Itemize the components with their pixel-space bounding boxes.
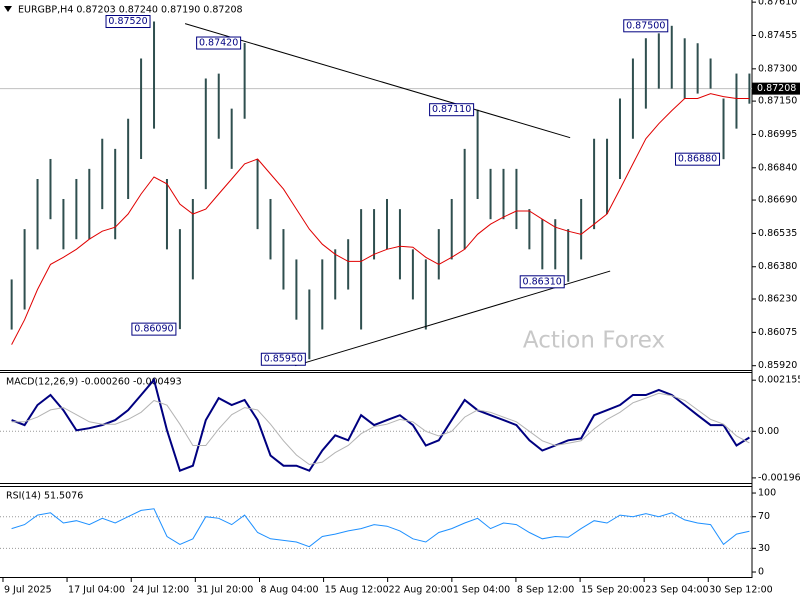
annotation-box <box>260 352 306 366</box>
x-tick-label: 8 Sep 12:00 <box>517 585 574 596</box>
y-tick-label: 0.86535 <box>758 228 797 239</box>
annotation-label: 0.86310 <box>523 276 562 287</box>
y-tick-label: 0.87150 <box>758 96 797 107</box>
y-tick-label: 100 <box>758 488 776 499</box>
x-tick-label: 22 Aug 20:00 <box>389 585 453 596</box>
annotation-label: 0.87520 <box>108 16 147 27</box>
y-tick-label: 0.00 <box>758 426 779 437</box>
annotation-label: 0.87500 <box>626 20 665 31</box>
annotation-label: 0.87110 <box>432 104 471 115</box>
annotation-box <box>519 275 565 289</box>
y-tick-label: 0.85920 <box>758 360 797 371</box>
series-line <box>11 377 750 473</box>
y-tick-label: 0.86075 <box>758 327 797 338</box>
y-tick-label: 0.86380 <box>758 261 797 272</box>
y-tick-label: 0.002155 <box>758 375 800 386</box>
trendline <box>184 23 571 139</box>
x-tick-label: 30 Sep 12:00 <box>709 585 772 596</box>
y-tick-label: 70 <box>758 511 770 522</box>
x-tick-label: 8 Aug 04:00 <box>261 585 319 596</box>
last-price-box <box>752 82 800 95</box>
panel-title: MACD(12,26,9) -0.000260 -0.000493 <box>6 377 182 388</box>
y-tick-label: 0.87610 <box>758 0 797 8</box>
panel-title: RSI(14) 51.5076 <box>6 491 83 502</box>
y-tick-label: 0 <box>758 567 764 578</box>
annotation-box <box>105 15 151 29</box>
x-tick-label: 31 Jul 20:00 <box>196 585 253 596</box>
y-tick-label: -0.001965 <box>758 472 800 483</box>
x-tick-label: 17 Jul 04:00 <box>68 585 125 596</box>
y-tick-label: 30 <box>758 543 770 554</box>
series-line <box>11 508 750 548</box>
annotation-label: 0.87420 <box>199 38 238 49</box>
y-tick-label: 0.87300 <box>758 63 797 74</box>
y-tick-label: 0.86995 <box>758 129 797 140</box>
annotation-box <box>623 19 669 33</box>
annotation-label: 0.85950 <box>264 354 303 365</box>
y-tick-label: 0.86230 <box>758 294 797 305</box>
x-tick-label: 23 Sep 04:00 <box>645 585 708 596</box>
series-line <box>11 392 750 466</box>
x-tick-label: 15 Aug 12:00 <box>325 585 389 596</box>
x-tick-label: 1 Sep 04:00 <box>453 585 510 596</box>
menu-icon[interactable] <box>4 6 12 12</box>
series-line <box>11 93 750 345</box>
y-tick-label: 0.86690 <box>758 195 797 206</box>
last-price-label: 0.87208 <box>757 83 796 94</box>
annotation-box <box>196 36 242 50</box>
annotation-box <box>131 322 177 336</box>
annotation-box <box>429 103 475 117</box>
y-tick-label: 0.86840 <box>758 162 797 173</box>
watermark: Action Forex <box>523 328 665 354</box>
annotation-box <box>675 152 721 166</box>
panel-title: EURGBP,H4 0.87203 0.87240 0.87190 0.8720… <box>18 5 243 16</box>
x-tick-label: 24 Jul 12:00 <box>132 585 189 596</box>
x-tick-label: 9 Jul 2025 <box>4 585 52 596</box>
annotation-label: 0.86090 <box>134 324 173 335</box>
x-tick-label: 15 Sep 20:00 <box>581 585 644 596</box>
annotation-label: 0.86880 <box>678 154 717 165</box>
y-tick-label: 0.87455 <box>758 30 797 41</box>
